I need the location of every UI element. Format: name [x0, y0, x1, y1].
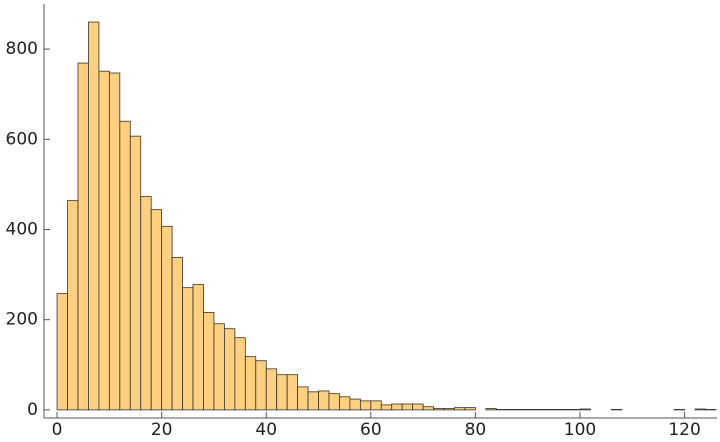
bar — [129, 135, 142, 411]
bar — [98, 70, 110, 411]
bar — [370, 400, 382, 411]
bar — [255, 360, 267, 411]
bar — [286, 374, 299, 411]
bar — [433, 408, 445, 411]
bar — [161, 225, 173, 411]
bar — [265, 368, 278, 411]
bar — [297, 386, 309, 411]
x-tick-label: 80 — [465, 420, 487, 440]
bar — [318, 390, 330, 411]
bar — [454, 407, 466, 411]
bar — [328, 393, 340, 411]
x-tick-label: 120 — [668, 420, 700, 440]
x-tick-label: 20 — [151, 420, 173, 440]
x-tick-label: 100 — [564, 420, 596, 440]
bar — [234, 337, 246, 411]
x-tick-label: 60 — [360, 420, 382, 440]
bar — [77, 62, 89, 411]
bar — [182, 287, 194, 411]
bar — [224, 328, 236, 411]
bar — [339, 396, 351, 411]
bar — [422, 406, 434, 411]
bar — [192, 284, 204, 411]
bar — [244, 356, 257, 411]
bar — [359, 400, 372, 411]
bar — [276, 374, 288, 411]
x-tick-label: 0 — [52, 420, 63, 440]
bar — [401, 403, 414, 411]
y-tick-label: 800 — [6, 39, 38, 59]
bar — [443, 408, 455, 411]
bar — [213, 323, 225, 411]
bar — [140, 196, 152, 411]
y-tick-label: 600 — [6, 129, 38, 149]
bar — [307, 391, 319, 411]
bar — [108, 72, 121, 411]
bar — [203, 312, 215, 411]
bar — [391, 403, 403, 411]
bar — [380, 404, 393, 411]
y-tick-label: 200 — [6, 310, 38, 330]
bar — [694, 408, 706, 411]
bar — [150, 209, 163, 411]
bar — [485, 408, 497, 411]
bar — [412, 403, 424, 411]
y-tick-label: 0 — [27, 400, 38, 420]
x-tick-label: 40 — [255, 420, 277, 440]
bar — [88, 21, 100, 411]
bar — [67, 200, 79, 411]
bar — [579, 408, 591, 411]
bar — [171, 257, 183, 411]
bar — [349, 398, 361, 411]
bar — [464, 407, 476, 411]
bar — [119, 120, 131, 411]
bar — [56, 293, 68, 411]
y-tick-label: 400 — [6, 219, 38, 239]
